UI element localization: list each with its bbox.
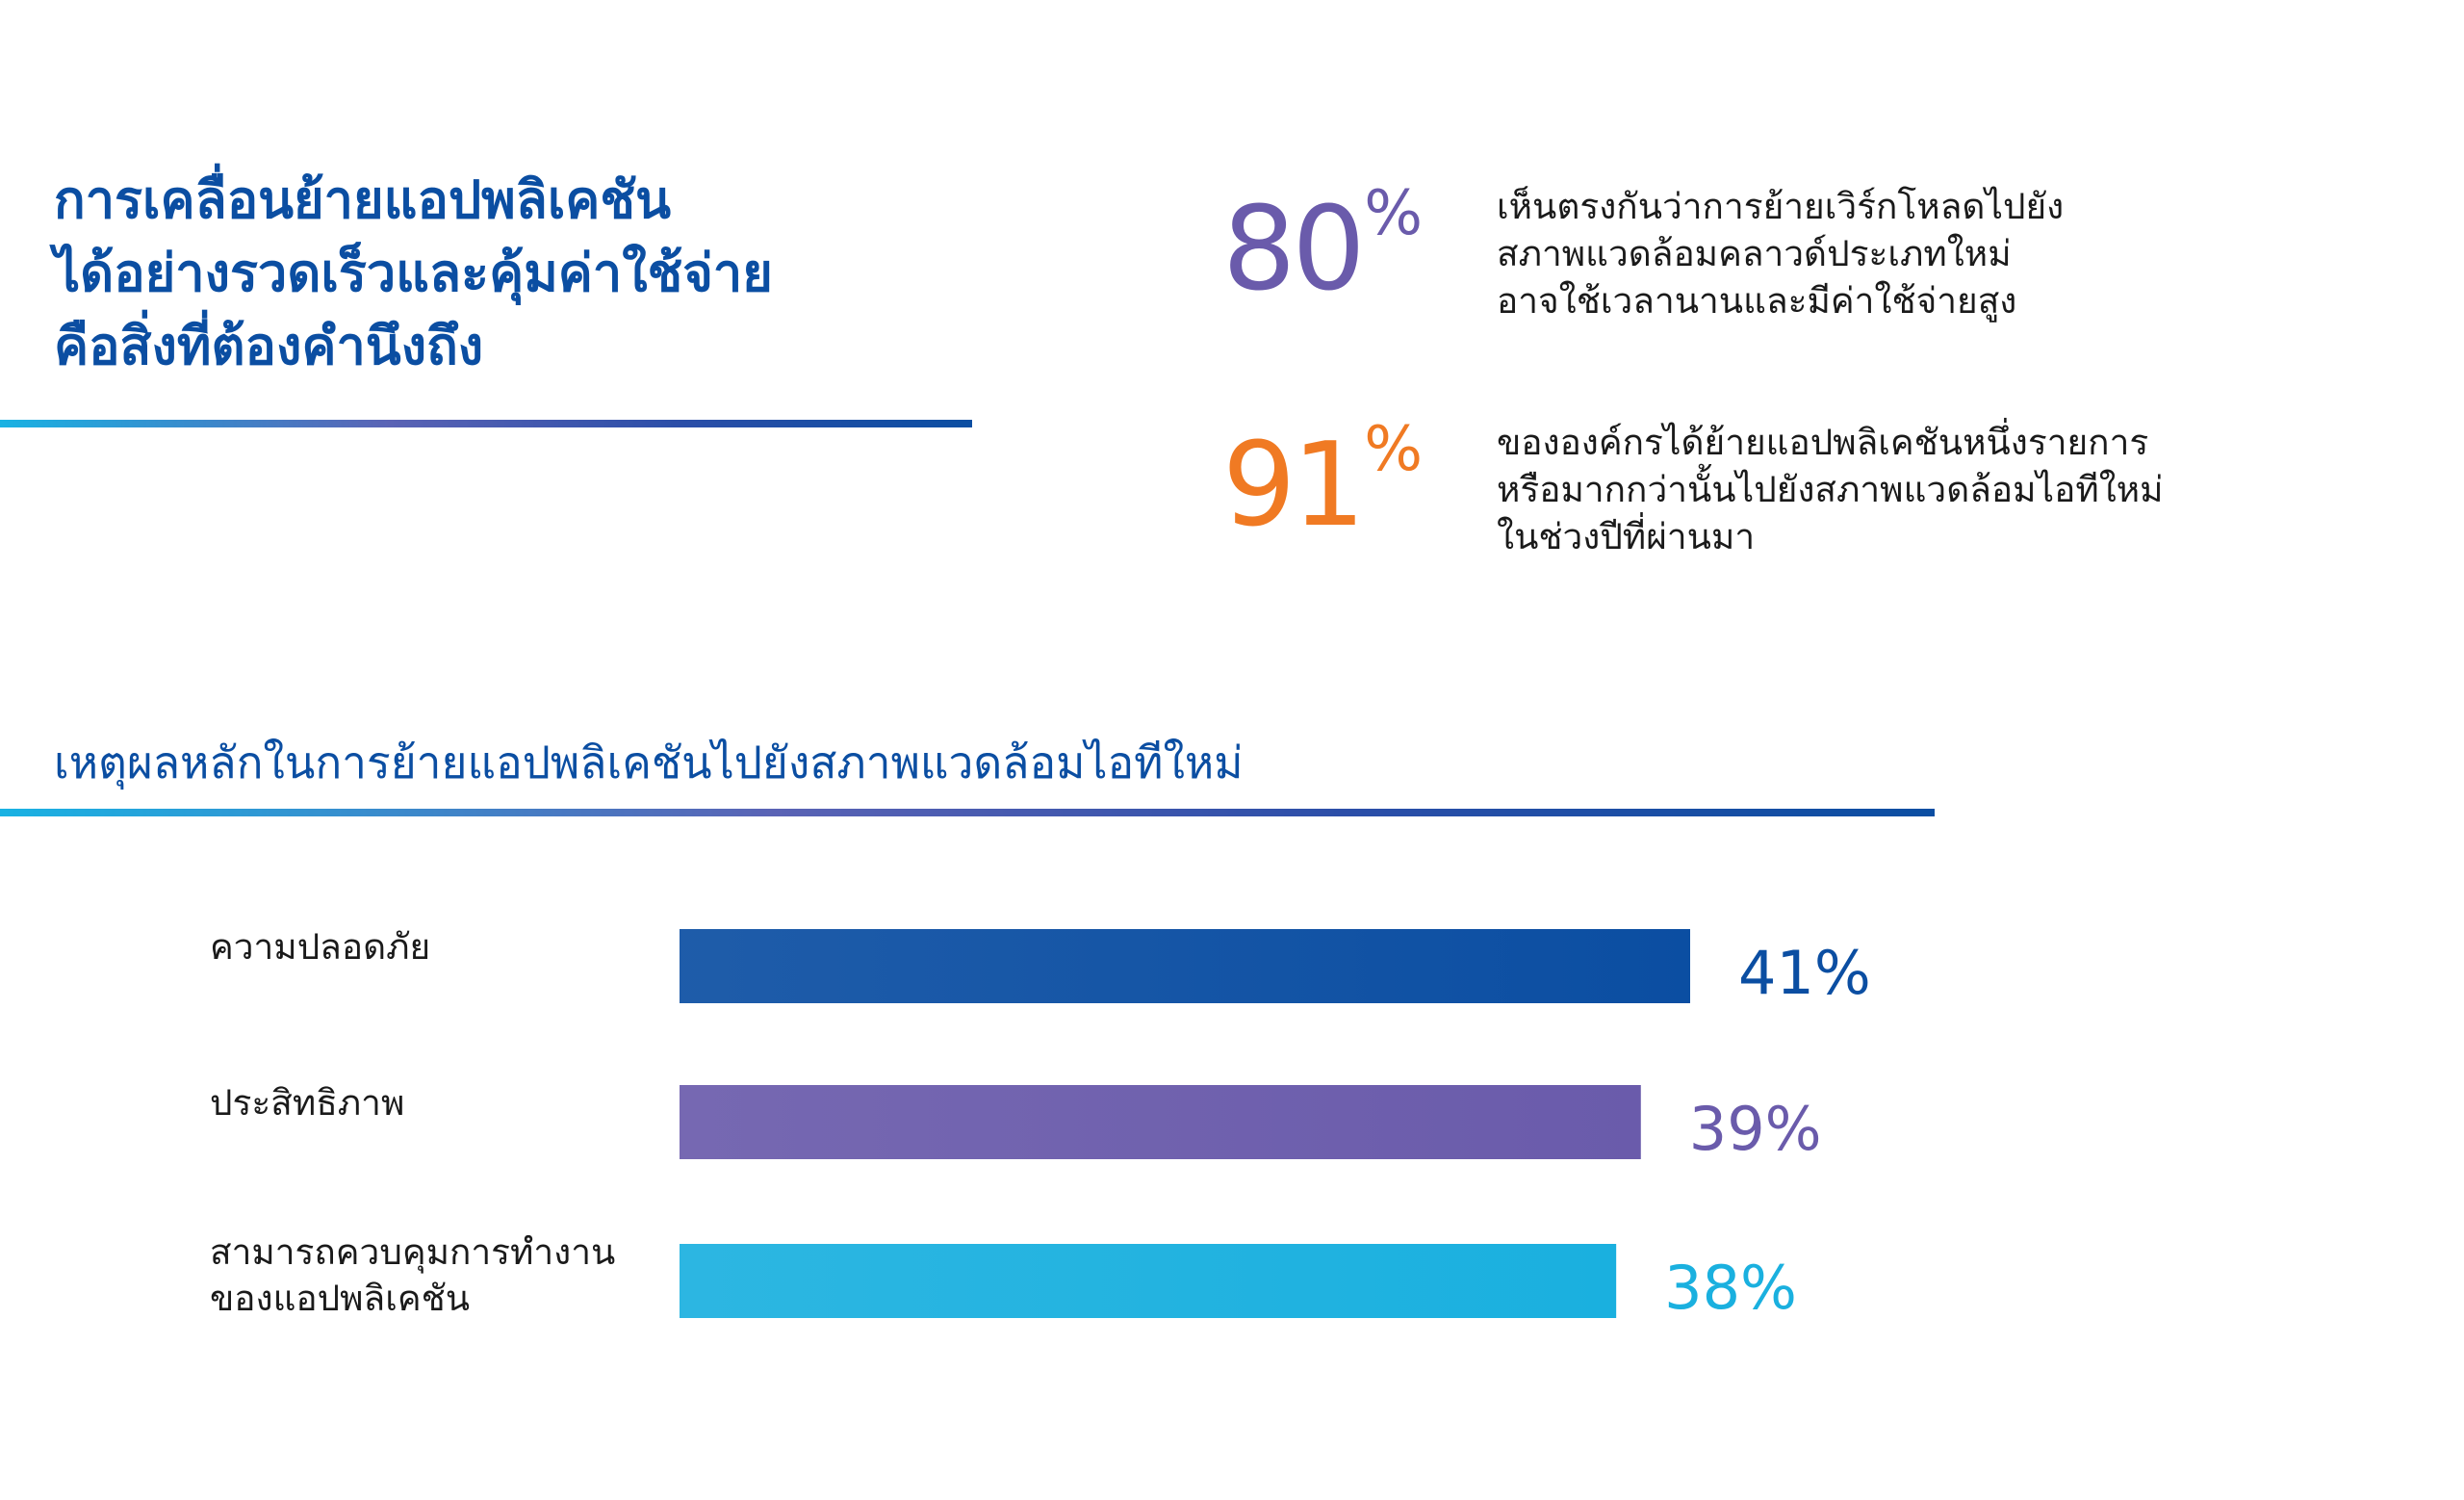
stat-description-91: ขององค์กรได้ย้ายแอปพลิเคชันหนึ่งรายการ ห… (1497, 419, 2286, 560)
bar-value-label-1: 41% (1738, 938, 1871, 1008)
category-label-line: สามารถควบคุมการทำงาน (210, 1231, 616, 1273)
bar-chart-svg: 41% 39% 38% (680, 929, 1871, 1323)
stat-description-line: ขององค์กรได้ย้ายแอปพลิเคชันหนึ่งรายการ (1497, 422, 2149, 463)
bar-2 (680, 1085, 1641, 1159)
bar-value-label-2: 39% (1689, 1094, 1822, 1164)
stat-description-line: สภาพแวดล้อมคลาวด์ประเภทใหม่ (1497, 233, 2012, 274)
stat-description-80: เห็นตรงกันว่าการย้ายเวิร์กโหลดไปยัง สภาพ… (1497, 183, 2286, 324)
stat-block-80: 80 % เห็นตรงกันว่าการย้ายเวิร์กโหลดไปยัง… (1222, 183, 2281, 375)
stat-number-80: 80 (1222, 183, 1366, 317)
stat-block-91: 91 % ขององค์กรได้ย้ายแอปพลิเคชันหนึ่งราย… (1222, 419, 2281, 611)
chart-title: เหตุผลหลักในการย้ายแอปพลิเคชันไปยังสภาพแ… (54, 737, 1244, 789)
stat-percent-sign-91: % (1364, 414, 1423, 485)
category-label-2: ประสิทธิภาพ (210, 1080, 672, 1126)
category-label-3: สามารถควบคุมการทำงานของแอปพลิเคชัน (210, 1229, 672, 1322)
stat-description-line: อาจใช้เวลานานและมีค่าใช้จ่ายสูง (1497, 280, 2017, 322)
reasons-bar-chart: 41% 39% 38% ความปลอดภัยประสิทธิภาพสามารถคว… (0, 895, 2464, 1358)
category-label-line: ความปลอดภัย (210, 926, 431, 968)
stat-description-line: หรือมากกว่านั้นไปยังสภาพแวดล้อมไอทีใหม่ (1497, 469, 2164, 510)
bar-1 (680, 929, 1690, 1003)
stat-number-91: 91 (1222, 419, 1366, 553)
stat-description-line: เห็นตรงกันว่าการย้ายเวิร์กโหลดไปยัง (1497, 186, 2065, 227)
stat-description-line: ในช่วงปีที่ผ่านมา (1497, 516, 1756, 557)
chart-title-divider (0, 809, 1935, 816)
stat-percent-sign-80: % (1364, 178, 1423, 249)
category-label-line: ของแอปพลิเคชัน (210, 1278, 471, 1319)
headline-divider (0, 420, 972, 427)
headline-line-1: การเคลื่อนย้ายแอปพลิเคชัน (54, 169, 671, 230)
bar-value-label-3: 38% (1664, 1253, 1797, 1323)
headline-line-3: คือสิ่งที่ต้องคำนึงถึง (54, 316, 484, 376)
headline-line-2: ได้อย่างรวดเร็วและคุ้มค่าใช้จ่าย (54, 243, 773, 303)
headline: การเคลื่อนย้ายแอปพลิเคชัน ได้อย่างรวดเร็… (54, 164, 997, 383)
bar-3 (680, 1244, 1617, 1318)
category-label-1: ความปลอดภัย (210, 924, 672, 970)
category-label-line: ประสิทธิภาพ (210, 1082, 405, 1124)
